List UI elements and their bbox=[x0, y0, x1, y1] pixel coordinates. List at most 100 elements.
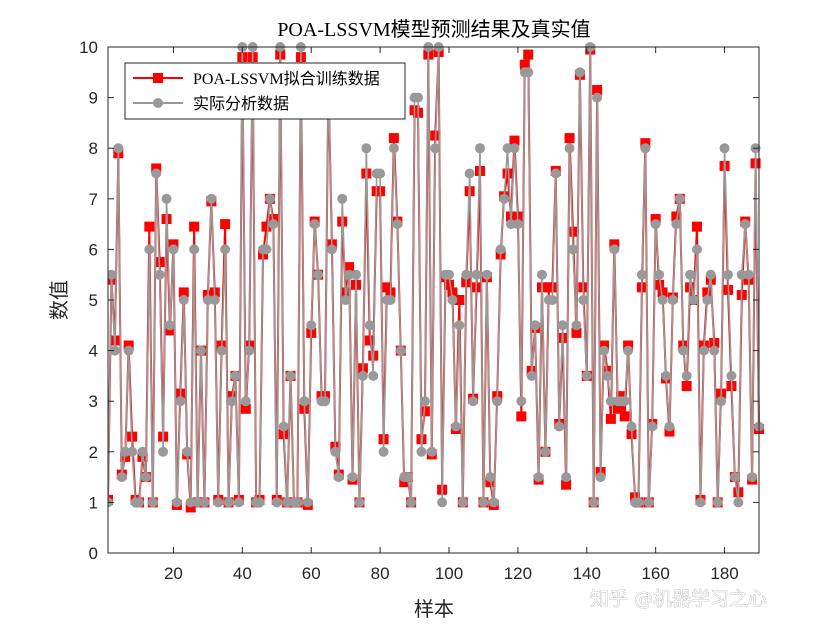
actual-point bbox=[547, 295, 558, 305]
actual-point bbox=[254, 497, 265, 508]
actual-point bbox=[698, 345, 709, 356]
actual-point bbox=[344, 269, 355, 280]
y-axis-label: 数值 bbox=[48, 280, 71, 320]
y-tick-label: 2 bbox=[89, 443, 98, 462]
actual-point bbox=[468, 396, 479, 407]
actual-point bbox=[337, 193, 348, 204]
x-tick-label: 40 bbox=[233, 564, 252, 583]
x-tick-label: 180 bbox=[710, 564, 738, 583]
actual-point bbox=[712, 497, 723, 508]
y-tick-label: 5 bbox=[89, 291, 98, 310]
predicted-point bbox=[702, 287, 713, 298]
actual-point bbox=[692, 244, 702, 255]
actual-point bbox=[478, 497, 489, 508]
actual-point bbox=[499, 193, 510, 204]
actual-point bbox=[626, 421, 637, 432]
actual-point bbox=[509, 143, 520, 154]
y-tick-label: 4 bbox=[89, 342, 98, 361]
actual-point bbox=[113, 143, 124, 154]
predicted-point bbox=[178, 287, 189, 298]
chart-title: POA-LSSVM模型预测结果及真实值 bbox=[277, 18, 590, 41]
predicted-point bbox=[664, 426, 675, 437]
predicted-point bbox=[623, 340, 634, 351]
predicted-point bbox=[165, 325, 175, 336]
actual-point bbox=[361, 143, 372, 154]
actual-point bbox=[109, 345, 120, 356]
predicted-point bbox=[189, 221, 200, 232]
actual-point bbox=[702, 295, 713, 305]
actual-point bbox=[357, 370, 368, 381]
actual-point bbox=[709, 345, 720, 356]
axis-ticks: 20 40 60 80 100 120 140 160 180 0 1 2 3 4 5 6 7 8 9 10 bbox=[79, 38, 759, 583]
actual-point bbox=[568, 244, 578, 255]
actual-point bbox=[495, 244, 506, 255]
predicted-point bbox=[671, 211, 682, 222]
actual-point bbox=[574, 67, 585, 78]
predicted-point bbox=[657, 287, 668, 298]
predicted-point bbox=[388, 133, 399, 144]
actual-point bbox=[636, 269, 647, 280]
actual-point bbox=[223, 497, 234, 508]
actual-point bbox=[661, 370, 671, 381]
predicted-point bbox=[609, 239, 620, 250]
actual-point bbox=[233, 497, 244, 508]
predicted-point bbox=[523, 49, 534, 60]
actual-point bbox=[619, 396, 630, 407]
actual-point bbox=[330, 446, 341, 457]
actual-point bbox=[716, 396, 727, 407]
actual-point bbox=[165, 320, 175, 331]
predicted-point bbox=[519, 59, 530, 70]
actual-point bbox=[537, 269, 547, 280]
predicted-point bbox=[592, 85, 603, 96]
actual-point bbox=[671, 219, 682, 230]
actual-point bbox=[523, 67, 534, 78]
actual-point bbox=[419, 396, 430, 407]
actual-point bbox=[526, 370, 537, 381]
actual-point bbox=[654, 269, 665, 280]
actual-point bbox=[171, 497, 182, 508]
actual-point bbox=[485, 472, 496, 483]
predicted-point bbox=[561, 479, 572, 490]
actual-point bbox=[271, 497, 282, 508]
actual-point bbox=[681, 370, 692, 381]
predicted-point bbox=[571, 327, 582, 338]
actual-point bbox=[261, 244, 272, 255]
x-tick-label: 160 bbox=[641, 564, 669, 583]
actual-point bbox=[623, 345, 634, 356]
actual-point bbox=[313, 269, 324, 280]
actual-point bbox=[667, 295, 678, 305]
actual-point bbox=[268, 219, 279, 230]
y-tick-label: 1 bbox=[89, 493, 98, 512]
x-tick-label: 120 bbox=[504, 564, 532, 583]
actual-point bbox=[395, 345, 406, 356]
predicted-point bbox=[599, 340, 609, 351]
actual-point bbox=[216, 345, 227, 356]
legend-box bbox=[124, 62, 406, 120]
actual-point bbox=[147, 497, 158, 508]
actual-point bbox=[688, 295, 699, 305]
actual-point bbox=[406, 497, 417, 508]
actual-point bbox=[378, 446, 389, 457]
actual-point bbox=[581, 370, 592, 381]
y-tick-label: 9 bbox=[89, 89, 98, 108]
actual-point bbox=[664, 421, 675, 432]
predicted-point bbox=[344, 262, 355, 273]
predicted-point bbox=[382, 282, 392, 293]
actual-point bbox=[506, 219, 516, 230]
actual-point bbox=[108, 269, 117, 280]
actual-point bbox=[444, 269, 454, 280]
actual-point bbox=[227, 396, 237, 407]
actual-point bbox=[347, 472, 358, 483]
predicted-point bbox=[444, 279, 454, 290]
actual-point bbox=[595, 472, 606, 483]
predicted-point bbox=[168, 239, 179, 250]
actual-point bbox=[447, 295, 458, 305]
actual-point bbox=[588, 497, 599, 508]
actual-point bbox=[736, 269, 747, 280]
actual-point bbox=[244, 345, 255, 356]
actual-point bbox=[550, 168, 561, 179]
predicted-point bbox=[261, 221, 272, 232]
actual-point bbox=[364, 320, 375, 331]
actual-point bbox=[678, 345, 689, 356]
actual-point bbox=[740, 219, 751, 230]
